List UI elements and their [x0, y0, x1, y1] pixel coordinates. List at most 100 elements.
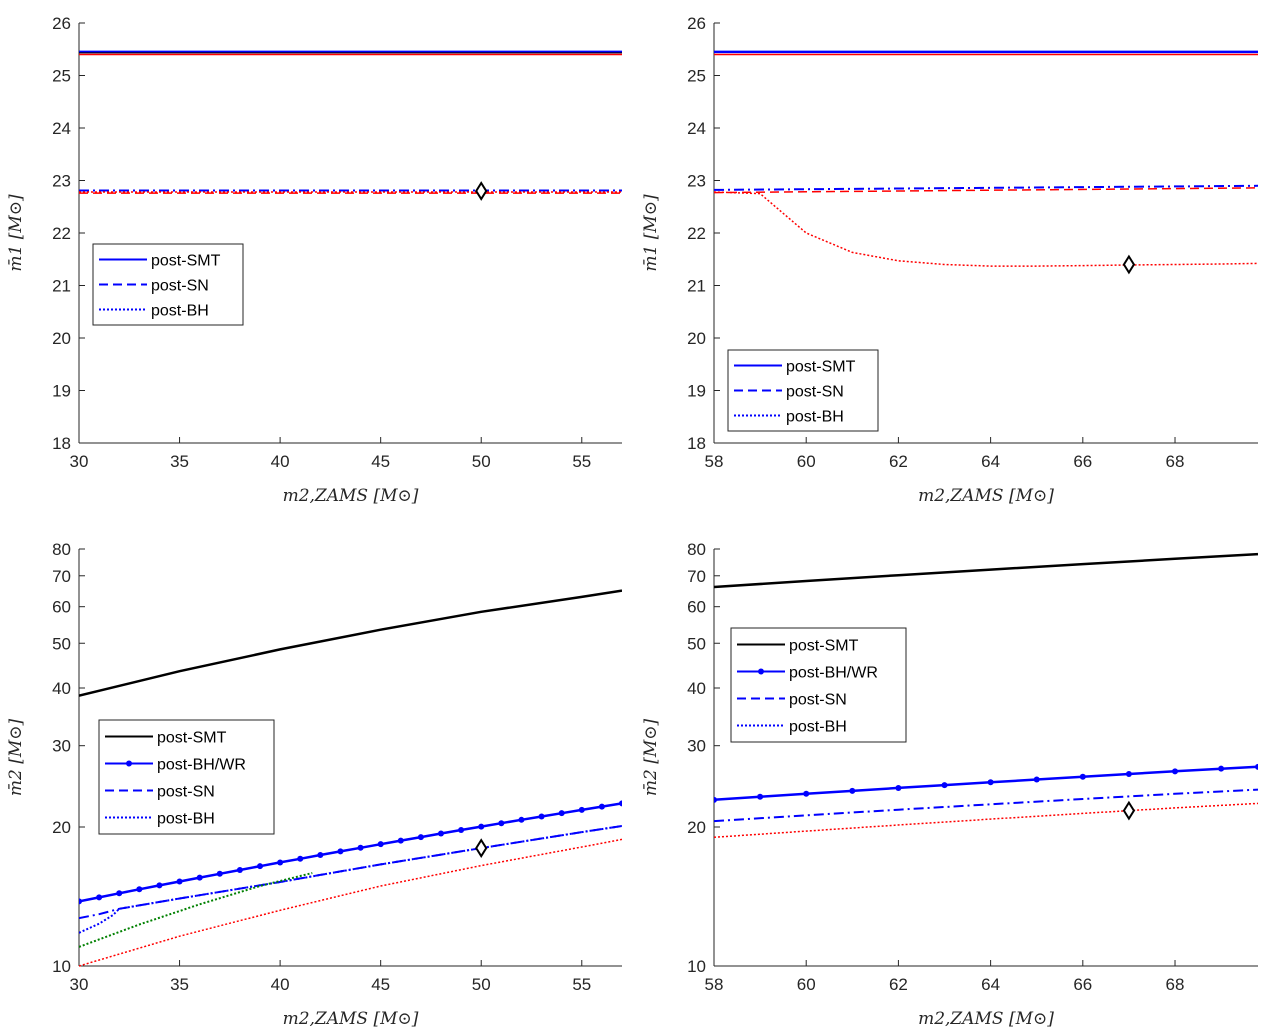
x-tick-label: 35 — [170, 975, 189, 994]
x-tick-label: 62 — [889, 452, 908, 471]
y-tick-label: 19 — [52, 382, 71, 401]
x-tick-label: 55 — [572, 452, 591, 471]
legend: post-SMT post-SN post-BH — [92, 243, 244, 326]
legend-label: post-SMT — [157, 730, 227, 747]
y-tick-label: 24 — [687, 119, 706, 138]
y-axis-label: m̄1 [M⊙] — [6, 194, 26, 272]
chart-tl: 30 35 40 45 50 55 18 19 20 21 22 23 24 25 26 m2,ZAMS [M… — [6, 14, 622, 506]
y-tick-label: 21 — [52, 277, 71, 296]
series-point — [598, 803, 605, 810]
series-point — [498, 820, 505, 827]
series-point — [257, 863, 263, 870]
series-point — [849, 787, 856, 794]
series-line — [79, 589, 622, 697]
y-tick-label: 19 — [687, 382, 706, 401]
series-point — [337, 848, 344, 855]
y-tick-label: 60 — [687, 598, 706, 617]
y-tick-label: 70 — [52, 567, 71, 586]
y-tick-label: 26 — [52, 14, 71, 33]
series-point — [397, 837, 404, 844]
series-line — [79, 825, 622, 920]
legend: post-SMT post-SN post-BH — [727, 349, 879, 432]
series-point — [277, 859, 284, 866]
x-tick-label: 55 — [572, 975, 591, 994]
series-point — [156, 882, 163, 889]
series-line — [714, 552, 1258, 589]
y-tick-label: 50 — [687, 634, 706, 653]
y-tick-label: 80 — [687, 540, 706, 559]
y-tick-label: 25 — [687, 67, 706, 86]
legend-label: post-BH — [151, 303, 209, 320]
series-point — [478, 823, 485, 830]
series-point — [196, 874, 203, 881]
series-point — [357, 844, 364, 851]
series-point — [1255, 763, 1258, 770]
x-tick-label: 60 — [797, 975, 816, 994]
chart-tr: 58 60 62 64 66 68 18 19 20 21 22 23 24 25 26 m2,ZAMS [M… — [641, 14, 1258, 506]
y-tick-label: 18 — [687, 434, 706, 453]
series-line — [714, 191, 1258, 267]
y-tick-label: 60 — [52, 598, 71, 617]
x-tick-label: 30 — [70, 975, 89, 994]
y-tick-label: 24 — [52, 119, 71, 138]
y-tick-label: 70 — [687, 567, 706, 586]
legend-label: post-SN — [789, 692, 847, 709]
series-point — [377, 841, 384, 848]
diamond-marker — [1122, 800, 1136, 821]
legend-label: post-BH — [789, 719, 847, 736]
x-axis-label: m2,ZAMS [M⊙] — [283, 486, 419, 506]
legend-label: post-SMT — [789, 638, 859, 655]
diamond-marker — [475, 838, 488, 859]
x-tick-label: 62 — [889, 975, 908, 994]
y-tick-label: 22 — [687, 224, 706, 243]
y-tick-label: 80 — [52, 540, 71, 559]
x-tick-label: 64 — [981, 975, 1000, 994]
legend-label: post-BH — [786, 409, 844, 426]
series-point — [458, 827, 465, 834]
series-line — [79, 825, 622, 934]
x-tick-label: 60 — [797, 452, 816, 471]
series-point — [1172, 768, 1179, 775]
series-point — [1218, 765, 1225, 772]
x-axis-label: m2,ZAMS [M⊙] — [918, 1009, 1054, 1029]
legend-label: post-SN — [786, 384, 844, 401]
y-tick-label: 18 — [52, 434, 71, 453]
plot-area — [714, 50, 1258, 267]
y-axis-label: m̄2 [M⊙] — [6, 719, 26, 797]
x-tick-label: 58 — [705, 452, 724, 471]
series-point — [438, 830, 444, 837]
y-tick-label: 40 — [687, 679, 706, 698]
series-point — [558, 810, 565, 817]
y-tick-label: 20 — [687, 329, 706, 348]
series-line — [714, 788, 1258, 823]
x-tick-label: 40 — [271, 975, 290, 994]
legend: post-SMT post-BH/WR post-SN post-BH — [98, 719, 275, 835]
y-tick-label: 10 — [52, 957, 71, 976]
series-point — [518, 816, 525, 823]
y-tick-label: 23 — [52, 172, 71, 191]
x-tick-label: 68 — [1166, 975, 1185, 994]
series-point — [136, 886, 143, 893]
series-line — [714, 802, 1258, 839]
legend-label: post-SMT — [786, 359, 856, 376]
series-line — [79, 872, 313, 948]
chart-bl: 30 35 40 45 50 55 10 20 30 40 50 60 70 80 m2,ZAMS [M⊙]… — [6, 540, 622, 1029]
legend-label: post-BH/WR — [789, 665, 878, 682]
x-tick-label: 45 — [371, 452, 390, 471]
x-tick-label: 64 — [981, 452, 1000, 471]
x-tick-label: 35 — [170, 452, 189, 471]
legend-box — [730, 627, 907, 743]
series-line — [79, 802, 622, 903]
y-axis-label: m̄1 [M⊙] — [641, 194, 661, 272]
y-tick-label: 26 — [687, 14, 706, 33]
series-point — [987, 779, 994, 786]
y-tick-label: 20 — [52, 329, 71, 348]
x-tick-label: 40 — [271, 452, 290, 471]
y-tick-label: 20 — [52, 818, 71, 837]
series-point — [1125, 771, 1132, 778]
series-point — [417, 834, 424, 841]
series-point — [1079, 773, 1086, 780]
series-point — [757, 793, 764, 800]
x-tick-label: 45 — [371, 975, 390, 994]
